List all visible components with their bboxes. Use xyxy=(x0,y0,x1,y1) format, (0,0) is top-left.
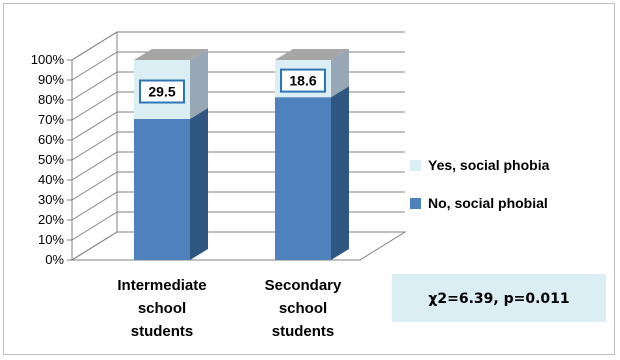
legend-label: Yes, social phobia xyxy=(428,157,550,173)
legend: Yes, social phobia No, social phobial xyxy=(410,157,550,211)
annotation-text: χ2=6.39, p=0.011 xyxy=(428,291,569,307)
gridlines xyxy=(72,32,405,240)
y-tick-label: 90% xyxy=(38,72,64,87)
bar-segment xyxy=(275,97,331,260)
y-axis-ticks: 0% 10% 20% 30% 40% 50% 60% 70% 80% 90% 100% xyxy=(31,52,72,267)
bar-segment xyxy=(134,119,190,260)
data-label: 29.5 xyxy=(148,84,175,100)
y-tick-label: 100% xyxy=(31,52,65,67)
bar-segment-side xyxy=(331,86,349,260)
y-tick-label: 0% xyxy=(45,252,64,267)
category-label: Intermediate xyxy=(117,277,206,294)
category-label: school xyxy=(138,300,186,317)
y-tick-label: 70% xyxy=(38,112,64,127)
stat-annotation: χ2=6.39, p=0.011 xyxy=(392,274,606,322)
y-tick-label: 60% xyxy=(38,132,64,147)
y-tick-label: 10% xyxy=(38,232,64,247)
bar-segment-side xyxy=(190,49,208,119)
category-label: Secondary xyxy=(265,277,342,294)
x-axis-categories: Intermediate school students Secondary schoo… xyxy=(117,277,342,340)
legend-swatch xyxy=(410,160,421,171)
category-label: students xyxy=(131,323,194,340)
category-label: school xyxy=(279,300,327,317)
category-label: students xyxy=(272,323,335,340)
floor xyxy=(72,232,405,260)
chart-walls xyxy=(72,32,405,260)
y-tick-label: 20% xyxy=(38,212,64,227)
legend-label: No, social phobial xyxy=(428,195,548,211)
y-tick-label: 30% xyxy=(38,192,64,207)
legend-swatch xyxy=(410,198,421,209)
y-tick-label: 50% xyxy=(38,152,64,167)
y-tick-label: 40% xyxy=(38,172,64,187)
bar-segment-side xyxy=(190,108,208,260)
y-tick-label: 80% xyxy=(38,92,64,107)
data-label: 18.6 xyxy=(289,73,316,89)
